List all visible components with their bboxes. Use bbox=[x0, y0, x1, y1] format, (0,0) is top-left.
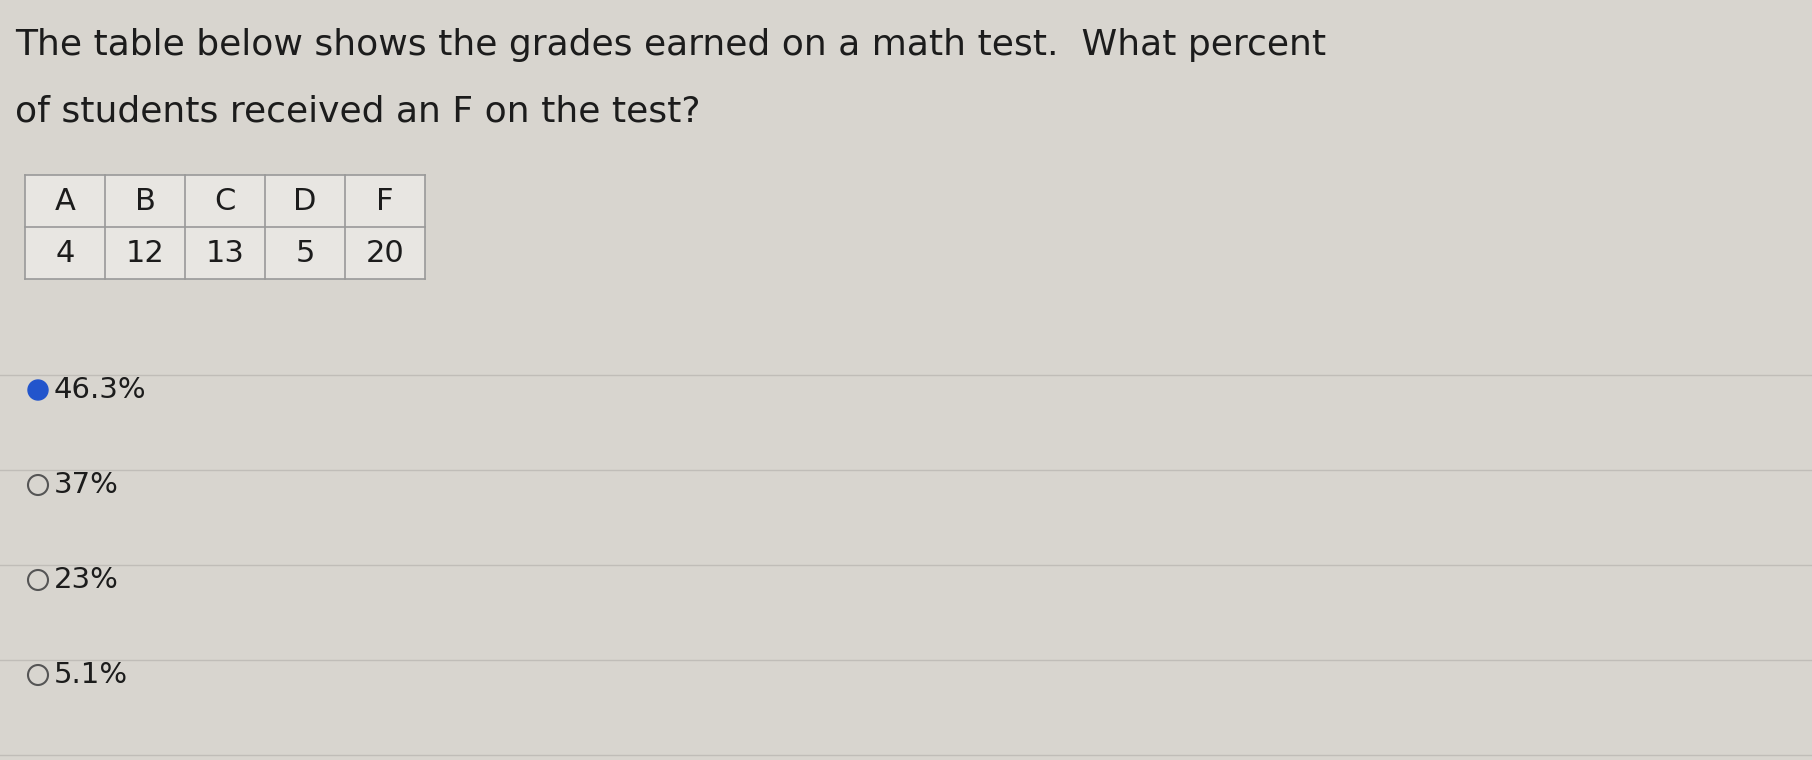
Text: 13: 13 bbox=[205, 239, 245, 268]
Circle shape bbox=[27, 380, 47, 400]
Text: F: F bbox=[377, 186, 393, 216]
Text: 20: 20 bbox=[366, 239, 404, 268]
Text: B: B bbox=[134, 186, 156, 216]
Text: 4: 4 bbox=[56, 239, 74, 268]
Text: 12: 12 bbox=[125, 239, 165, 268]
Text: of students received an F on the test?: of students received an F on the test? bbox=[14, 95, 701, 129]
Text: 37%: 37% bbox=[54, 471, 120, 499]
FancyBboxPatch shape bbox=[25, 175, 426, 279]
Text: 23%: 23% bbox=[54, 566, 120, 594]
Text: 5.1%: 5.1% bbox=[54, 661, 129, 689]
Text: D: D bbox=[294, 186, 317, 216]
Text: A: A bbox=[54, 186, 76, 216]
Text: 46.3%: 46.3% bbox=[54, 376, 147, 404]
Text: 5: 5 bbox=[295, 239, 315, 268]
Text: The table below shows the grades earned on a math test.  What percent: The table below shows the grades earned … bbox=[14, 28, 1326, 62]
Text: C: C bbox=[214, 186, 236, 216]
